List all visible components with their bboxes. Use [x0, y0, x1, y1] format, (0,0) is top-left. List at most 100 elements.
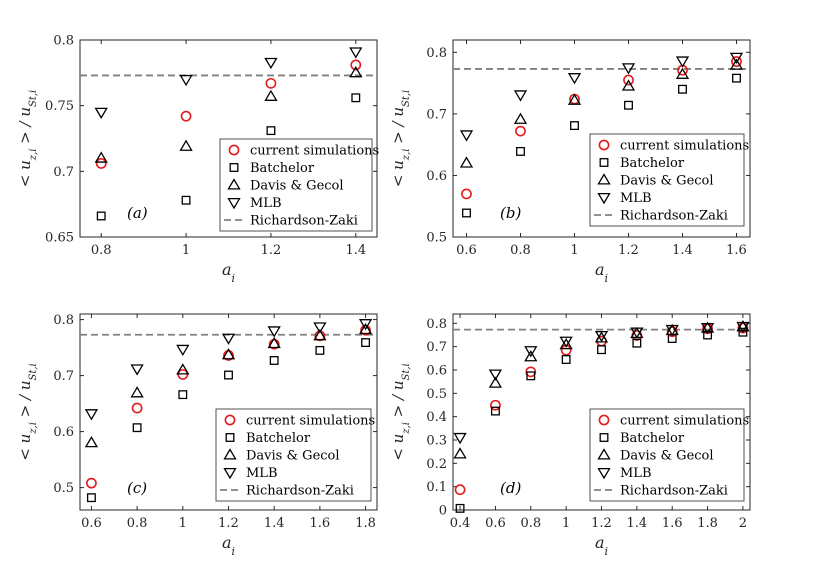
data-point: [358, 322, 373, 335]
x-tick-label: 1.8: [697, 516, 718, 531]
data-point: [264, 89, 278, 101]
y-tick-label: 0.8: [426, 317, 447, 332]
legend-marker: [228, 144, 240, 156]
data-point: [559, 338, 573, 350]
data-point: [265, 77, 277, 89]
series-square: [455, 327, 748, 513]
x-tick-label: 2: [739, 516, 747, 531]
data-point: [732, 73, 741, 83]
x-tick-label: 0.8: [520, 516, 541, 531]
legend-marker: [227, 178, 241, 190]
x-tick-label: 1.2: [261, 243, 282, 258]
y-tick-label: 0.8: [53, 34, 74, 49]
legend-entry: Richardson-Zaki: [250, 214, 358, 229]
legend-box: [215, 408, 372, 502]
x-tick-label: 0.6: [456, 243, 477, 258]
legend-box: [589, 408, 745, 502]
data-point: [86, 493, 96, 503]
y-tick-label: 0.5: [53, 481, 74, 496]
data-point: [349, 66, 363, 78]
y-tick-label: 0.75: [45, 99, 74, 114]
legend-marker: [223, 448, 237, 460]
data-point: [351, 93, 361, 103]
legend-entry: MLB: [246, 466, 278, 481]
data-point: [361, 338, 371, 348]
legend-marker: [223, 467, 237, 480]
y-tick-label: 0.7: [53, 369, 74, 384]
x-axis-label: ai: [595, 260, 608, 285]
legend-marker: [229, 163, 239, 172]
series-triangle-up: [459, 58, 744, 168]
data-point: [130, 386, 144, 398]
x-tick-label: 0.8: [127, 516, 148, 531]
data-point: [176, 344, 190, 357]
data-point: [130, 364, 144, 376]
data-point: [490, 406, 500, 416]
data-point: [488, 369, 503, 381]
data-point: [621, 79, 636, 91]
legend: current simulations Batchelor Davis & Geco…: [215, 408, 375, 502]
data-point: [131, 402, 143, 414]
series-circle: [95, 59, 362, 169]
legend-entry: Davis & Gecol: [620, 449, 714, 464]
data-point: [513, 112, 528, 124]
legend-marker: [597, 467, 611, 480]
y-tick-label: 0.2: [426, 457, 447, 472]
legend-marker: [599, 433, 609, 442]
data-point: [223, 350, 234, 361]
data-point: [86, 477, 97, 489]
data-point: [524, 350, 538, 362]
data-point: [358, 319, 373, 331]
y-tick-label: 0.65: [45, 231, 74, 246]
x-tick-label: 1.8: [355, 516, 376, 531]
legend-box: [589, 133, 745, 227]
x-tick-label: 1.4: [264, 516, 285, 531]
data-point: [84, 436, 99, 448]
data-point: [179, 74, 193, 87]
data-point: [459, 156, 474, 168]
data-point: [224, 370, 233, 380]
legend-entry: current simulations: [250, 144, 379, 159]
x-tick-label: 1.6: [310, 516, 331, 531]
data-point: [525, 366, 537, 378]
data-point: [624, 100, 633, 110]
data-point: [731, 56, 742, 67]
legend-entry: Davis & Gecol: [250, 179, 344, 194]
data-point: [95, 158, 107, 169]
data-point: [729, 58, 744, 70]
data-point: [461, 188, 472, 200]
series-triangle-down: [459, 52, 744, 142]
data-point: [221, 333, 236, 345]
x-tick-label: 1.6: [662, 516, 683, 531]
data-point: [597, 345, 606, 355]
data-point: [703, 330, 713, 340]
data-point: [350, 59, 362, 71]
legend-entry: current simulations: [620, 139, 749, 154]
legend-marker: [597, 173, 611, 185]
x-tick-label: 1.6: [726, 243, 747, 258]
data-point: [315, 345, 325, 355]
data-point: [729, 52, 744, 65]
legend-marker: [597, 192, 611, 205]
legend-entry: Davis & Gecol: [246, 449, 340, 464]
y-tick-label: 0.4: [426, 410, 447, 425]
legend-entry: current simulations: [620, 414, 749, 429]
data-point: [267, 336, 281, 349]
x-tick-label: 1.2: [218, 516, 239, 531]
data-point: [313, 329, 327, 341]
data-point: [665, 324, 679, 337]
data-point: [570, 121, 579, 131]
legend-marker: [599, 158, 609, 167]
data-point: [594, 330, 609, 343]
x-tick-label: 1.2: [618, 243, 639, 258]
data-point: [524, 346, 538, 358]
series-triangle-down: [94, 47, 363, 120]
legend-marker: [597, 448, 611, 460]
data-point: [559, 336, 573, 348]
data-point: [567, 73, 582, 85]
legend-marker: [225, 433, 235, 442]
data-point: [455, 503, 465, 513]
data-point: [678, 84, 687, 94]
data-point: [632, 338, 642, 348]
